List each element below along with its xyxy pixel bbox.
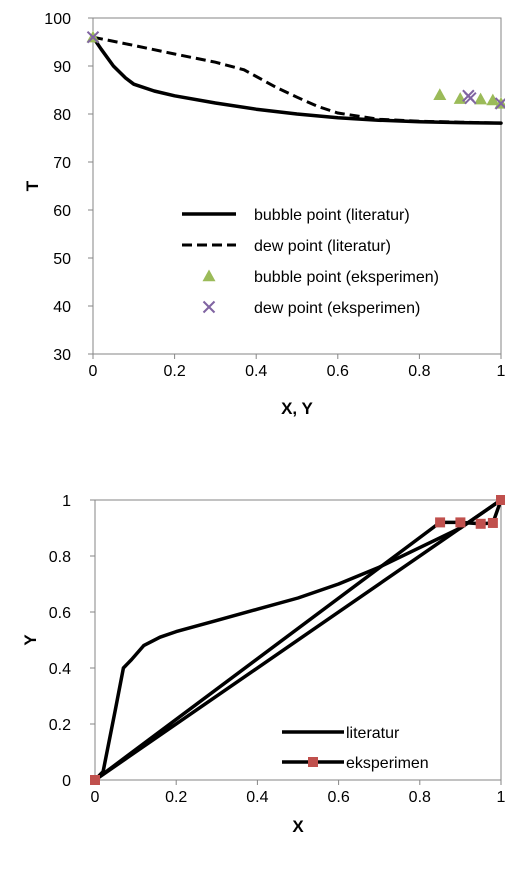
x-tick-label: 0.6 xyxy=(327,789,349,806)
square-point xyxy=(487,517,498,528)
y-tick-label: 1 xyxy=(62,493,71,510)
y-tick-label: 80 xyxy=(53,107,71,124)
y-tick-label: 0.4 xyxy=(49,661,71,678)
legend-triangle-marker xyxy=(202,269,216,282)
x-axis-title: X xyxy=(292,817,304,836)
x-point xyxy=(86,30,100,44)
tx-diagram: 0 0.2 0.4 0.6 0.8 1 30 40 50 60 70 80 90 100 X, Y Tbubb… xyxy=(23,11,505,418)
y-tick-label: 70 xyxy=(53,155,71,172)
x-marker-stroke xyxy=(464,91,477,105)
square-point xyxy=(90,775,100,785)
series-line-0 xyxy=(93,498,503,782)
y-tick-label: 0.6 xyxy=(49,605,71,622)
series-dashed-line-1 xyxy=(92,35,502,125)
legend-label: literatur xyxy=(346,725,400,742)
y-axis-title: T xyxy=(23,180,42,191)
triangle-point xyxy=(433,88,447,100)
legend-label: dew point (literatur) xyxy=(254,238,391,255)
x-marker-stroke xyxy=(202,300,216,314)
y-tick-label: 0.8 xyxy=(49,549,71,566)
triangle-point xyxy=(486,93,500,106)
y-axis-title: Y xyxy=(21,634,40,646)
x-tick-label: 0 xyxy=(89,363,98,380)
legend-label: eksperimen xyxy=(346,755,429,772)
x-tick-label: 0.8 xyxy=(408,363,430,380)
x-tick-label: 0.4 xyxy=(246,789,268,806)
plot-area-border xyxy=(92,17,502,355)
x-tick-label: 0.8 xyxy=(409,789,431,806)
square-point xyxy=(435,517,446,528)
x-tick-label: 1 xyxy=(497,363,505,380)
y-tick-label: 0.2 xyxy=(49,717,71,734)
y-tick-label: 100 xyxy=(44,11,71,28)
y-tick-label: 0 xyxy=(62,773,71,790)
legend-label: bubble point (literatur) xyxy=(254,207,410,224)
x-marker-stroke xyxy=(86,30,100,44)
y-tick-label: 90 xyxy=(53,59,71,76)
y-tick-label: 50 xyxy=(53,251,71,268)
legend-square-marker xyxy=(308,757,318,767)
x-tick-label: 0.2 xyxy=(165,789,187,806)
legend-label: dew point (eksperimen) xyxy=(254,300,420,317)
square-point xyxy=(475,518,486,529)
y-tick-label: 40 xyxy=(53,299,71,316)
triangle-point xyxy=(474,92,488,105)
legend-label: bubble point (eksperimen) xyxy=(254,269,439,286)
plot-area-border xyxy=(94,499,502,781)
x-axis-title: X, Y xyxy=(281,399,313,418)
x-tick-label: 0.2 xyxy=(163,363,185,380)
x-tick-label: 0 xyxy=(91,789,100,806)
x-tick-label: 0.4 xyxy=(245,363,267,380)
x-tick-label: 0.6 xyxy=(327,363,349,380)
square-point xyxy=(496,495,505,505)
y-tick-label: 60 xyxy=(53,203,71,220)
legend-x-marker xyxy=(202,300,216,314)
y-tick-label: 30 xyxy=(53,347,71,364)
series-line-0 xyxy=(91,35,503,125)
x-tick-label: 1 xyxy=(497,789,505,806)
x-point xyxy=(464,91,477,105)
square-point xyxy=(455,517,466,528)
